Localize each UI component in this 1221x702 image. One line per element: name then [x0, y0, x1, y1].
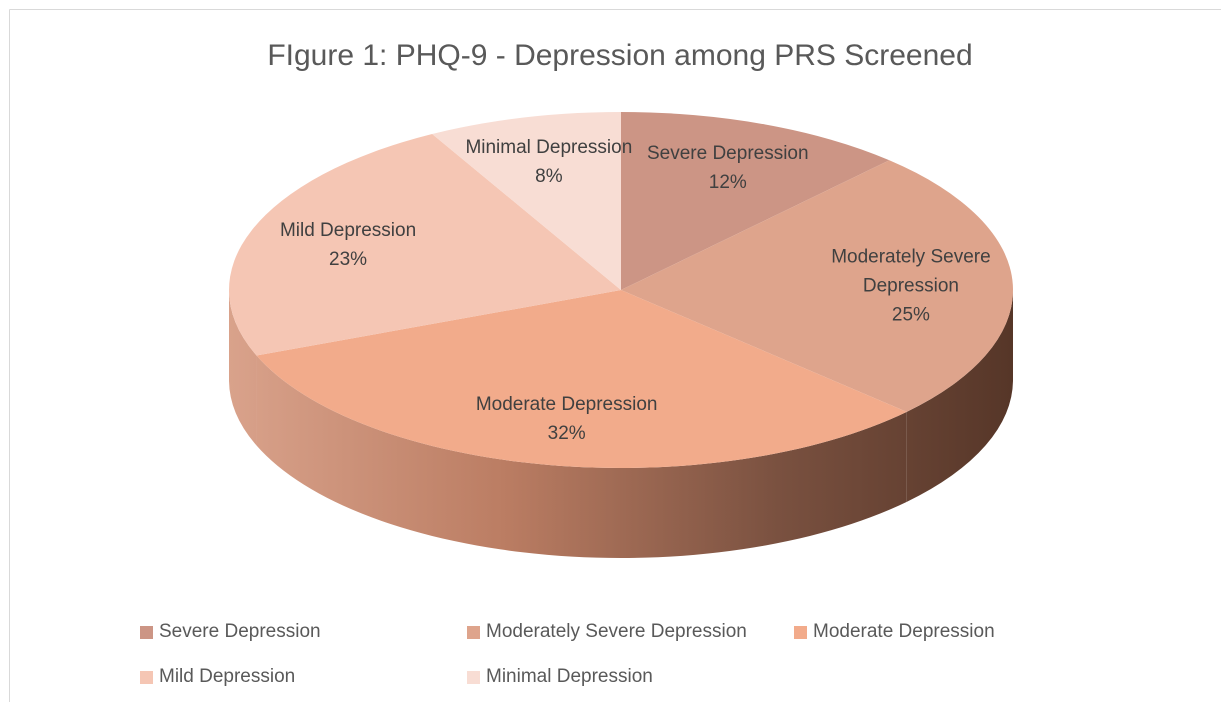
legend-swatch	[467, 670, 480, 684]
legend-swatch	[794, 625, 807, 639]
data-label: Minimal Depression 8%	[449, 133, 649, 191]
data-label: Mild Depression 23%	[248, 216, 448, 274]
data-label: Moderate Depression 32%	[467, 390, 667, 448]
data-label-value: 25%	[891, 304, 930, 326]
legend-label: Minimal Depression	[486, 666, 653, 687]
legend-label: Moderately Severe Depression	[486, 621, 747, 642]
legend-item: Moderately Severe Depression	[467, 621, 747, 643]
legend-swatch	[140, 625, 153, 639]
data-label-name: Severe Depression	[646, 142, 809, 164]
legend-swatch	[140, 670, 153, 684]
data-label-name: Minimal Depression	[465, 137, 633, 159]
data-label-value: 32%	[547, 423, 586, 445]
data-label-name: Moderately Severe Depression	[831, 246, 991, 297]
legend-item: Severe Depression	[140, 621, 321, 643]
data-label-value: 8%	[535, 166, 563, 188]
slice	[256, 290, 907, 468]
legend-label: Mild Depression	[159, 666, 296, 687]
data-label-value: 12%	[708, 171, 747, 193]
slice-side	[229, 290, 257, 446]
slice	[432, 112, 621, 290]
slice-side	[256, 355, 907, 558]
data-label-name: Mild Depression	[279, 220, 417, 242]
legend-swatch	[467, 625, 480, 639]
data-label-value: 23%	[329, 249, 368, 271]
legend-item: Mild Depression	[140, 666, 295, 688]
data-label-name: Moderate Depression	[475, 394, 658, 416]
legend-item: Minimal Depression	[467, 666, 653, 688]
slice-side	[906, 290, 1013, 502]
slice	[621, 112, 890, 290]
legend-label: Severe Depression	[159, 621, 321, 642]
data-label: Severe Depression 12%	[628, 139, 828, 197]
legend-item: Moderate Depression	[794, 621, 995, 643]
slice	[621, 160, 1013, 412]
chart-title: FIgure 1: PHQ-9 - Depression among PRS S…	[267, 39, 972, 72]
slice	[228, 134, 621, 356]
legend-label: Moderate Depression	[813, 621, 995, 642]
data-label: Moderately Severe Depression 25%	[811, 242, 1011, 329]
